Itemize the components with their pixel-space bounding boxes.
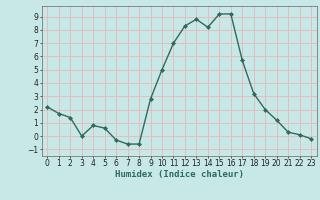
X-axis label: Humidex (Indice chaleur): Humidex (Indice chaleur) [115, 170, 244, 179]
